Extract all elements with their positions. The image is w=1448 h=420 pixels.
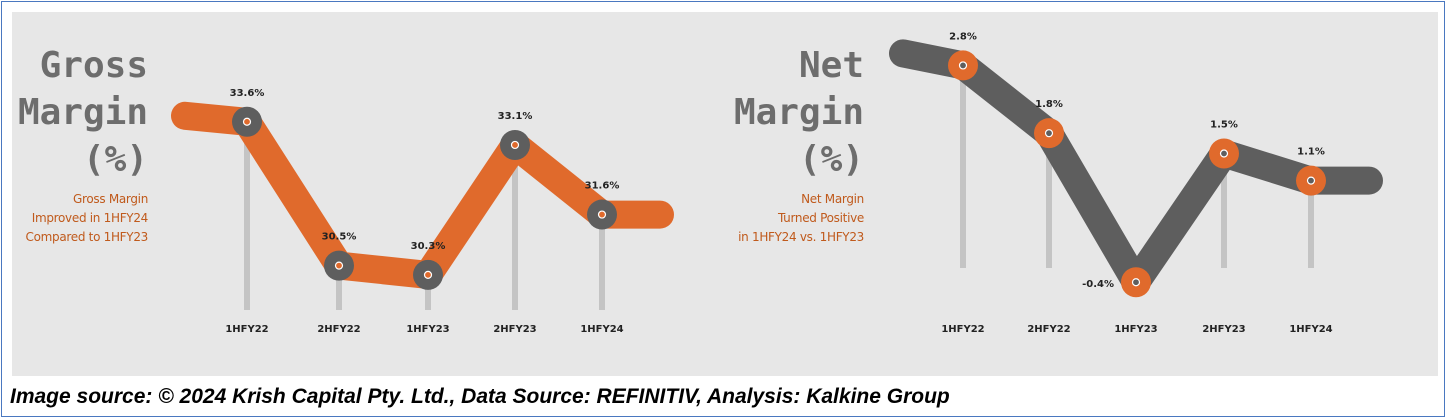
image-source-caption: Image source: © 2024 Krish Capital Pty. …	[10, 385, 950, 408]
net-data-label-2: -0.4%	[1082, 279, 1114, 290]
gross-title-line-3: (%)	[82, 139, 148, 180]
net-margin-title: Net Margin (%)	[724, 42, 864, 183]
net-title-line-3: (%)	[798, 139, 864, 180]
net-data-label-4: 1.1%	[1297, 147, 1325, 158]
net-margin-note: Net Margin Turned Positive in 1HFY24 vs.…	[694, 190, 864, 247]
gross-note-line-2: Improved in 1HFY24	[31, 211, 149, 225]
net-note-line-2: Turned Positive	[777, 211, 864, 225]
net-series-line	[889, 39, 1383, 297]
net-point-dot-3	[1219, 149, 1229, 158]
net-category-label-2: 1HFY23	[1114, 324, 1157, 335]
net-category-label-0: 1HFY22	[941, 324, 984, 335]
gross-data-label-1: 30.5%	[322, 232, 357, 243]
net-note-line-3: in 1HFY24 vs. 1HFY23	[738, 230, 864, 244]
gross-category-label-4: 1HFY24	[580, 324, 623, 335]
gross-title-line-1: Gross	[39, 45, 148, 86]
gross-margin-chart: 33.6% 30.5% 30.3% 33.1% 31.6% 1HFY22 2HFY22 1HF…	[171, 88, 674, 335]
net-data-label-3: 1.5%	[1210, 120, 1238, 131]
gross-category-label-0: 1HFY22	[225, 324, 268, 335]
gross-note-line-1: Gross Margin	[72, 192, 148, 206]
gross-point-dot-2	[423, 270, 433, 279]
gross-point-dot-1	[334, 261, 344, 270]
gross-margin-title: Gross Margin (%)	[8, 42, 148, 183]
net-note-line-1: Net Margin	[801, 192, 864, 206]
net-data-label-0: 2.8%	[949, 31, 977, 42]
net-point-dot-1	[1044, 129, 1054, 138]
net-point-dot-2	[1131, 278, 1141, 287]
gross-margin-note: Gross Margin Improved in 1HFY24 Compared…	[0, 190, 149, 247]
net-point-dot-0	[958, 61, 968, 70]
gross-category-label-1: 2HFY22	[317, 324, 360, 335]
gross-data-label-3: 33.1%	[498, 111, 533, 122]
gross-data-label-0: 33.6%	[230, 88, 265, 99]
net-category-label-3: 2HFY23	[1202, 324, 1245, 335]
gross-category-label-3: 2HFY23	[493, 324, 536, 335]
net-category-label-1: 2HFY22	[1027, 324, 1070, 335]
net-margin-chart: 2.8% 1.8% -0.4% 1.5% 1.1% 1HFY22 2HFY22 1HFY23 2…	[889, 31, 1383, 335]
gross-point-dot-0	[242, 117, 252, 126]
gross-point-dot-4	[597, 210, 607, 219]
gross-note-line-3: Compared to 1HFY23	[25, 230, 149, 244]
net-data-label-1: 1.8%	[1035, 99, 1063, 110]
net-point-dot-4	[1306, 176, 1316, 185]
gross-data-label-4: 31.6%	[585, 181, 620, 192]
net-title-line-2: Margin	[733, 92, 864, 133]
net-title-line-1: Net	[798, 45, 864, 86]
gross-category-label-2: 1HFY23	[406, 324, 449, 335]
gross-title-line-2: Margin	[17, 92, 148, 133]
gross-point-dot-3	[510, 140, 520, 150]
gross-data-label-2: 30.3%	[411, 241, 446, 252]
net-category-label-4: 1HFY24	[1289, 324, 1332, 335]
